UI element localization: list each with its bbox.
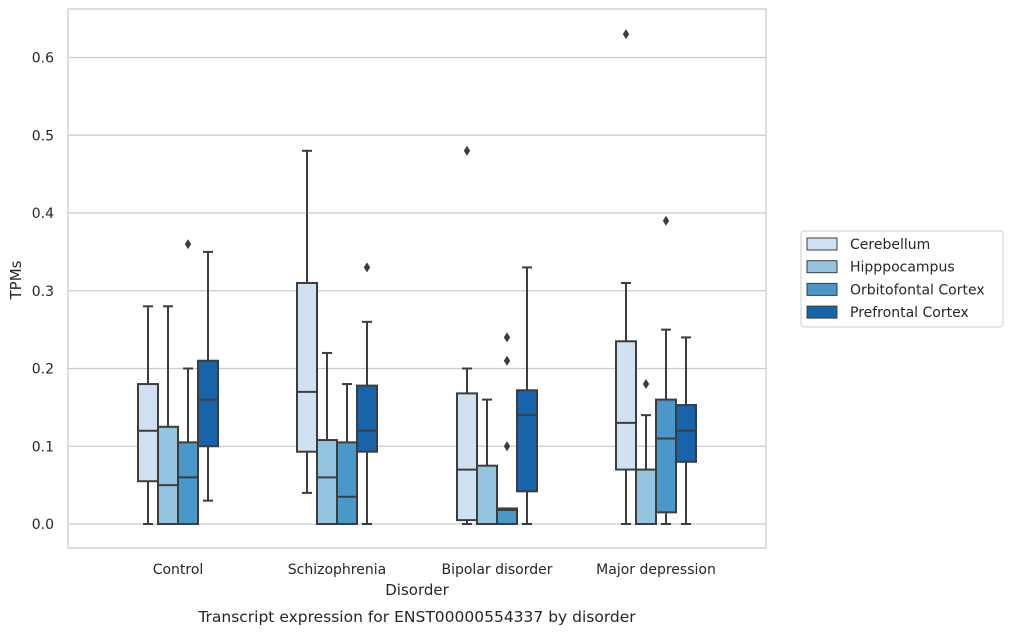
box-body — [476, 464, 498, 525]
box-body — [316, 439, 338, 525]
box-body — [197, 359, 219, 448]
box-0-1 — [296, 149, 318, 494]
outlier-point — [642, 379, 650, 390]
box-body — [675, 404, 697, 463]
box-body — [356, 384, 378, 453]
box-body — [157, 425, 179, 525]
legend-label: Prefrontal Cortex — [850, 305, 969, 321]
box-body — [655, 398, 677, 514]
box-body — [635, 468, 657, 526]
y-tick-label: 0.5 — [32, 128, 54, 144]
box-body — [615, 340, 637, 471]
box-1-1 — [316, 351, 338, 525]
box-0-2 — [456, 145, 478, 525]
plot-area-frame — [67, 8, 767, 549]
box-body — [496, 507, 518, 526]
outlier-point — [662, 215, 670, 226]
legend-swatch — [806, 282, 838, 296]
box-series — [137, 29, 697, 526]
box-2-0 — [177, 239, 199, 525]
box-1-3 — [635, 379, 657, 526]
box-2-3 — [655, 215, 677, 525]
outlier-point — [622, 29, 630, 40]
box-body — [177, 441, 199, 525]
box-body — [296, 281, 318, 453]
box-0-3 — [615, 29, 637, 525]
box-body — [516, 389, 538, 493]
chart-caption: Transcript expression for ENST0000055433… — [197, 608, 636, 626]
box-2-1 — [336, 383, 358, 525]
box-body — [456, 392, 478, 522]
outlier-point — [363, 262, 371, 273]
legend-swatch — [806, 237, 838, 251]
box-body — [336, 441, 358, 525]
box-0-0 — [137, 305, 159, 525]
outlier-point — [503, 355, 511, 366]
outlier-point — [503, 332, 511, 343]
x-axis-label: Disorder — [385, 581, 449, 599]
box-2-2 — [496, 332, 518, 526]
box-3-2 — [516, 266, 538, 525]
box-body — [137, 383, 159, 483]
y-tick-label: 0.6 — [32, 51, 54, 67]
legend-swatch — [806, 305, 838, 319]
x-axis-ticks: Control Schizophrenia Bipolar disorder Majo… — [153, 562, 716, 578]
legend-label: Orbitofontal Cortex — [850, 282, 985, 298]
x-tick-label: Schizophrenia — [288, 562, 386, 578]
y-tick-label: 0.3 — [32, 284, 54, 300]
legend-label: Cerebellum — [850, 237, 930, 253]
x-tick-label: Control — [153, 562, 204, 578]
outlier-point — [503, 441, 511, 452]
x-tick-label: Major depression — [596, 562, 716, 578]
legend-label: Hipppocampus — [850, 260, 955, 276]
y-tick-label: 0.0 — [32, 517, 54, 533]
legend-frame — [800, 230, 1004, 328]
x-tick-label: Bipolar disorder — [441, 562, 552, 578]
box-3-0 — [197, 250, 219, 502]
box-3-1 — [356, 262, 378, 525]
box-1-2 — [476, 398, 498, 525]
legend: Cerebellum Hipppocampus Orbitofontal Corte… — [800, 230, 1004, 328]
y-axis-ticks: 0.0 0.1 0.2 0.3 0.4 0.5 0.6 — [32, 51, 54, 534]
y-tick-label: 0.2 — [32, 362, 54, 378]
outlier-point — [184, 239, 192, 250]
box-1-0 — [157, 305, 179, 525]
legend-swatch — [806, 260, 838, 274]
outlier-point — [463, 145, 471, 156]
y-tick-label: 0.4 — [32, 206, 54, 222]
box-3-3 — [675, 336, 697, 525]
y-axis-label: TPMs — [7, 260, 25, 300]
y-tick-label: 0.1 — [32, 439, 54, 455]
